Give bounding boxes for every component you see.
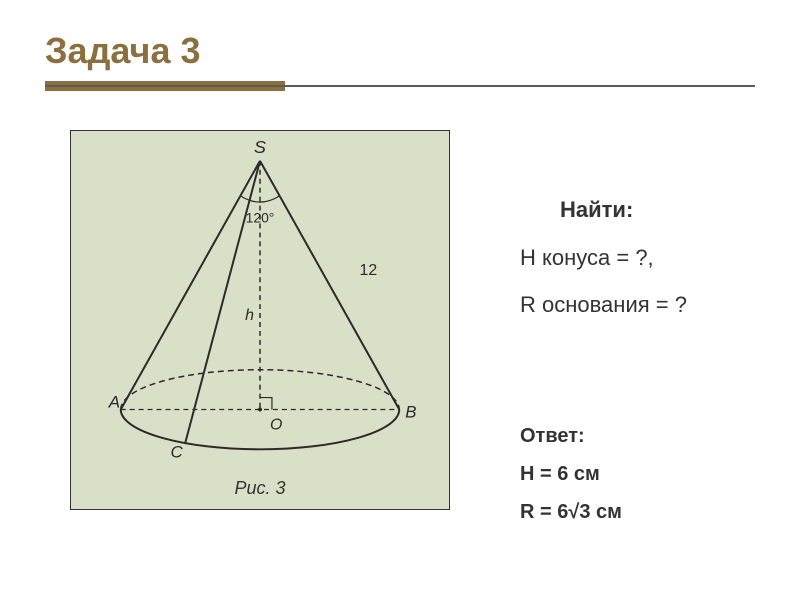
find-title: Найти:	[560, 190, 687, 230]
svg-text:S: S	[254, 137, 266, 157]
find-section: Найти: H конуса = ?, R основания = ?	[520, 190, 687, 325]
svg-text:h: h	[245, 307, 254, 324]
svg-text:B: B	[405, 402, 416, 421]
svg-text:A: A	[108, 393, 120, 412]
answer-section: Ответ: H = 6 см R = 6√3 см	[520, 420, 622, 528]
find-line-2: R основания = ?	[520, 285, 687, 325]
horizontal-divider	[45, 85, 755, 87]
answer-title: Ответ:	[520, 420, 622, 452]
figure-caption: Рис. 3	[234, 478, 285, 499]
answer-line-1: H = 6 см	[520, 458, 622, 490]
svg-text:O: O	[270, 416, 282, 433]
answer-line-2: R = 6√3 см	[520, 496, 622, 528]
cone-diagram-svg: S 120° 12 h A B C O	[71, 131, 449, 509]
svg-text:C: C	[170, 442, 183, 461]
svg-text:120°: 120°	[246, 210, 275, 226]
cone-figure: S 120° 12 h A B C O Рис. 3	[70, 130, 450, 510]
svg-text:12: 12	[359, 262, 377, 279]
problem-title: Задача 3	[45, 30, 201, 72]
find-line-1: H конуса = ?,	[520, 238, 687, 278]
